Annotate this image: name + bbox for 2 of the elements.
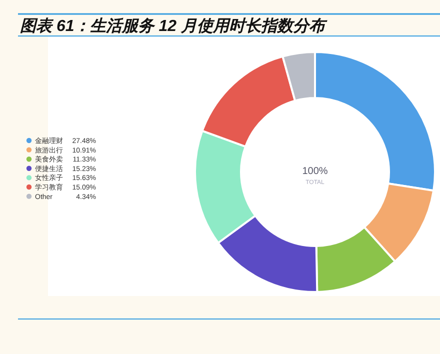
chart-title: 图表 61：生活服务 12 月使用时长指数分布 [20, 17, 328, 35]
text: 100% [302, 166, 328, 177]
